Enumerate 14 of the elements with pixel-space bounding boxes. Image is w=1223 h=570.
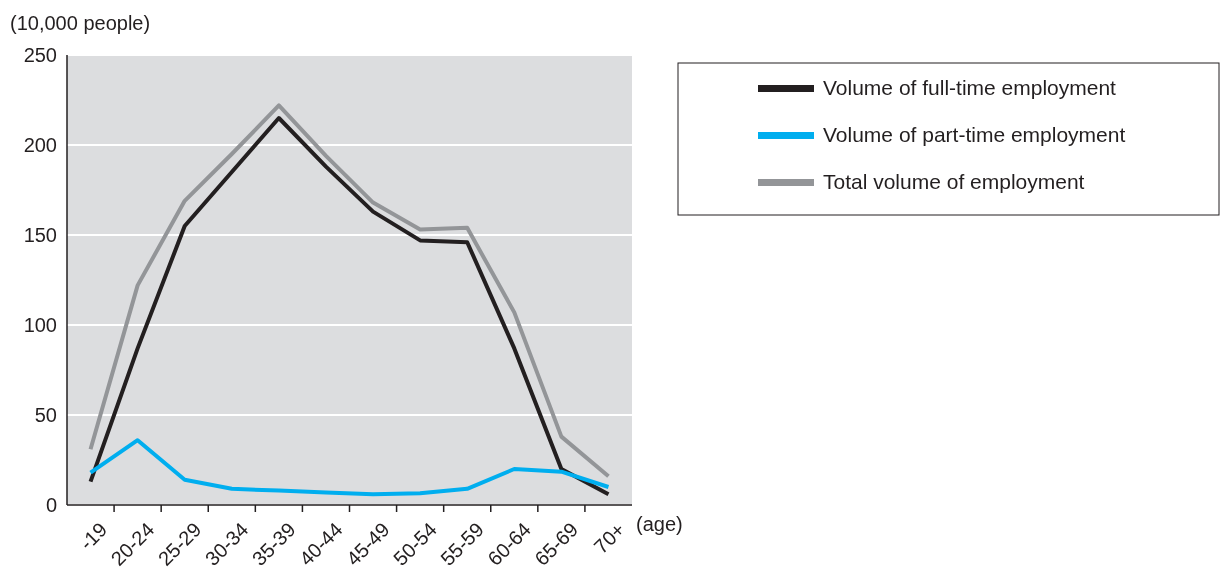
x-tick-label: -19 (75, 518, 112, 555)
y-tick-label: 50 (34, 404, 57, 426)
y-tick-label: 250 (23, 44, 57, 66)
legend-label: Volume of part-time employment (823, 123, 1126, 147)
y-tick-label: 150 (23, 224, 57, 246)
y-tick-label: 200 (23, 134, 57, 156)
x-axis-title: (age) (636, 513, 683, 535)
y-tick-label: 0 (45, 494, 57, 516)
line-series (88, 438, 611, 497)
legend-label: Total volume of employment (823, 170, 1085, 194)
legend-label: Volume of full-time employment (823, 76, 1117, 100)
y-axis-title: (10,000 people) (10, 12, 151, 34)
y-tick-label: 100 (23, 314, 57, 336)
x-tick-label: 70+ (589, 518, 630, 558)
